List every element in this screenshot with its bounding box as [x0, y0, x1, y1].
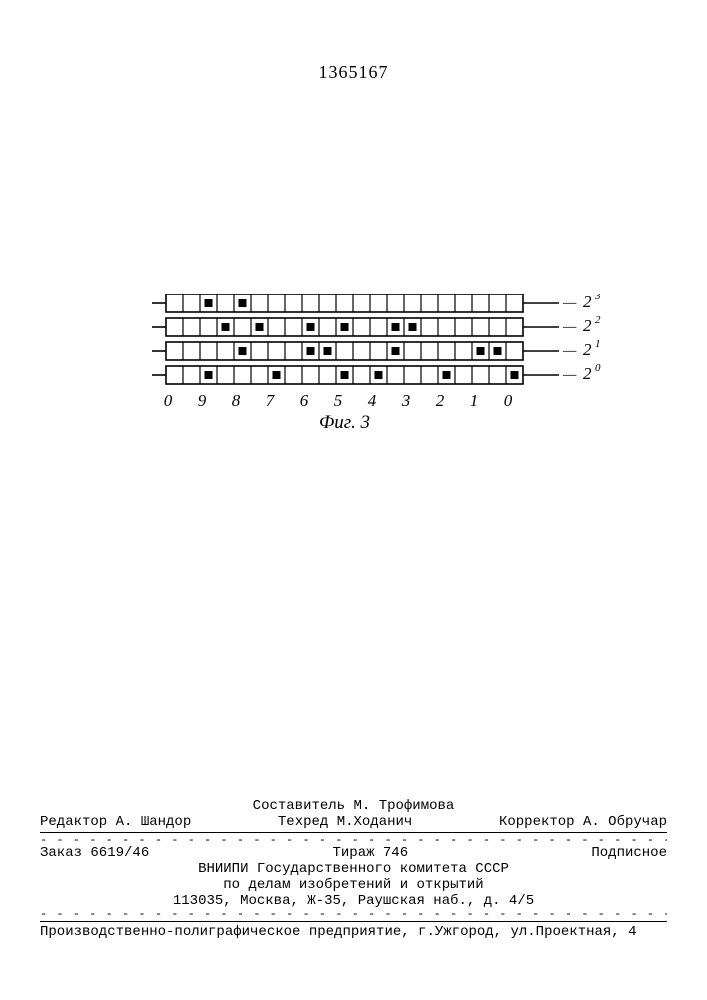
svg-text:3: 3	[594, 294, 601, 302]
svg-text:2: 2	[583, 316, 592, 335]
footer-tirage: Тираж 746	[332, 845, 408, 861]
svg-text:2: 2	[583, 340, 592, 359]
svg-text:7: 7	[266, 391, 276, 410]
svg-text:3: 3	[401, 391, 411, 410]
footer-compiler: Составитель М. Трофимова	[40, 798, 667, 814]
svg-text:6: 6	[300, 391, 309, 410]
svg-text:—: —	[562, 319, 577, 335]
footer-subscription: Подписное	[591, 845, 667, 861]
footer-org2: по делам изобретений и открытий	[40, 877, 667, 893]
svg-text:1: 1	[470, 391, 479, 410]
footer-block: Составитель М. Трофимова Редактор А. Шан…	[40, 798, 667, 940]
svg-text:0: 0	[164, 391, 173, 410]
divider-2	[40, 921, 667, 922]
footer-corrector: Корректор А. Обручар	[499, 814, 667, 830]
svg-text:—: —	[562, 367, 577, 383]
svg-text:4: 4	[368, 391, 377, 410]
svg-text:—: —	[562, 343, 577, 359]
footer-techred: Техред М.Ходанич	[278, 814, 412, 830]
svg-text:2: 2	[583, 364, 592, 383]
footer-editor: Редактор А. Шандор	[40, 814, 191, 830]
dash-divider-2: - - - - - - - - - - - - - - - - - - - - …	[40, 909, 667, 919]
svg-text:0: 0	[504, 391, 513, 410]
footer-org1: ВНИИПИ Государственного комитета СССР	[40, 861, 667, 877]
svg-text:0: 0	[595, 362, 601, 374]
svg-text:1: 1	[595, 338, 601, 350]
svg-text:Фиг. 3: Фиг. 3	[319, 412, 370, 433]
bcd-chart: —23—22—21—2009876543210Фиг. 3	[152, 294, 609, 435]
svg-text:8: 8	[232, 391, 241, 410]
svg-text:2: 2	[583, 294, 592, 311]
footer-order: Заказ 6619/46	[40, 845, 149, 861]
footer-printer: Производственно-полиграфическое предприя…	[40, 924, 667, 940]
svg-text:2: 2	[595, 314, 601, 326]
page-number: 1365167	[0, 62, 707, 83]
svg-text:—: —	[562, 295, 577, 311]
divider	[40, 832, 667, 833]
dash-divider: - - - - - - - - - - - - - - - - - - - - …	[40, 835, 667, 845]
svg-text:2: 2	[436, 391, 445, 410]
svg-text:5: 5	[334, 391, 343, 410]
footer-addr: 113035, Москва, Ж-35, Раушская наб., д. …	[40, 893, 667, 909]
svg-text:9: 9	[198, 391, 207, 410]
